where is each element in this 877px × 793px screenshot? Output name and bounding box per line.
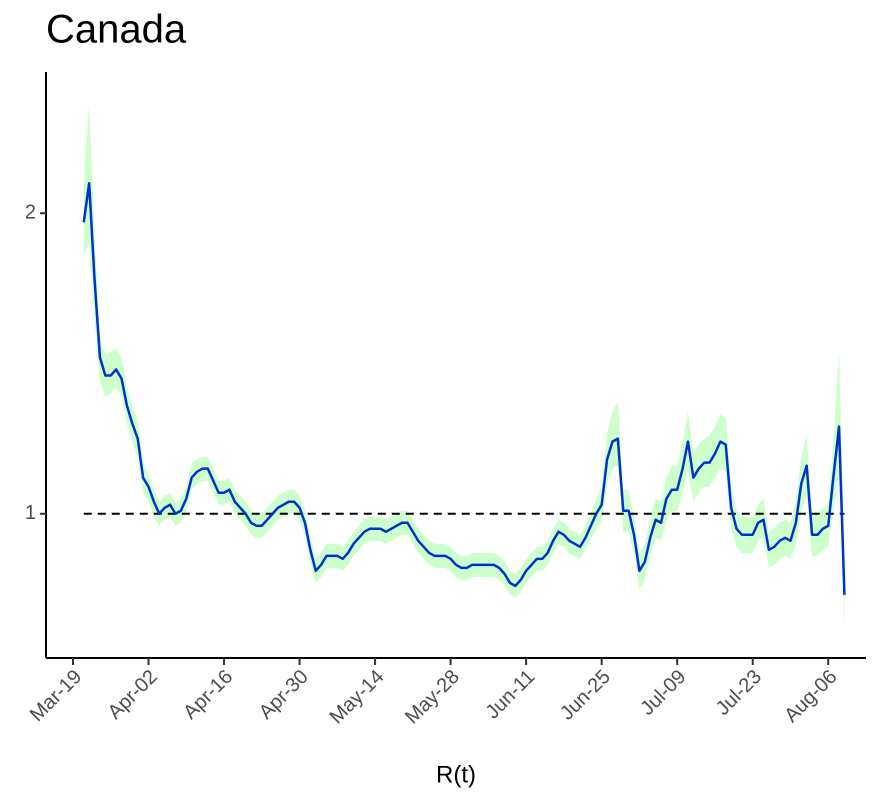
x-tick-label: Apr-16 [179,666,237,724]
x-tick-label: Mar-19 [26,666,86,726]
x-tick-label: Apr-30 [255,666,313,724]
x-axis-label: R(t) [436,761,476,788]
y-tick-label: 2 [25,202,36,224]
x-tick-label: Jul-23 [712,666,766,720]
confidence-band [83,102,845,628]
y-tick-label: 1 [25,502,36,524]
x-tick-label: Jun-25 [556,666,615,725]
x-tick-label: May-28 [401,666,464,729]
x-tick-label: Jul-09 [636,666,690,720]
x-tick-label: Aug-06 [780,666,841,727]
line [82,181,846,595]
x-tick-label: Apr-02 [104,666,162,724]
chart-title: Canada [46,8,187,52]
x-tick-label: May-14 [326,666,389,729]
x-tick-label: Jun-11 [482,666,540,724]
